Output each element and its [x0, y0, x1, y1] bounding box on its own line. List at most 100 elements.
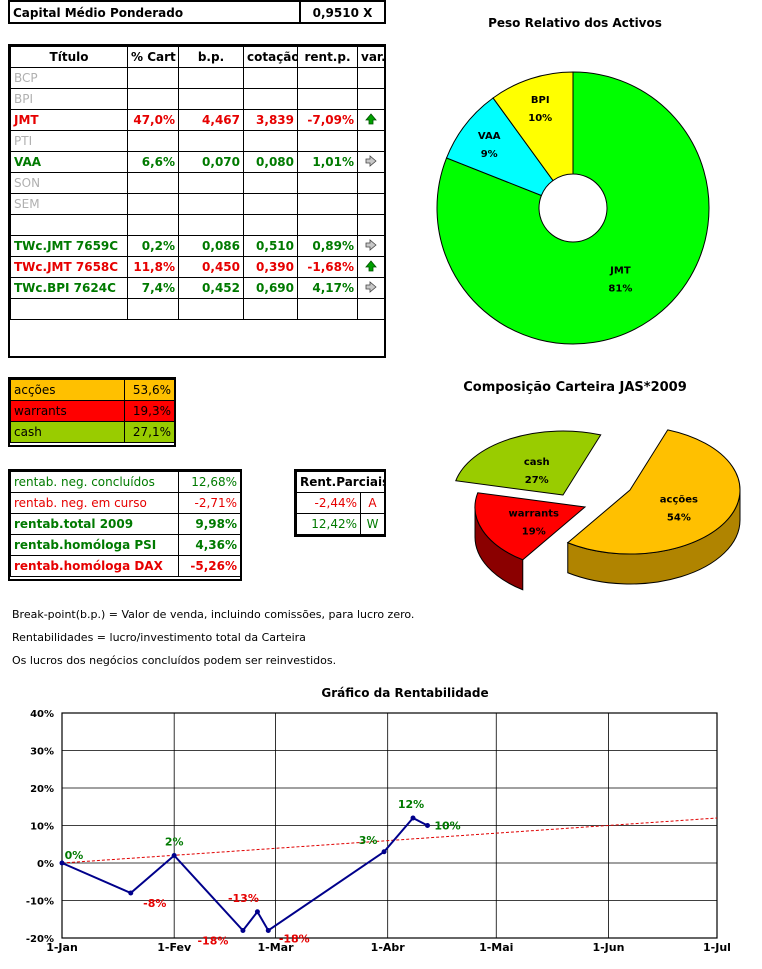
return-row: rentab. neg. em curso -2,71% [10, 492, 241, 514]
row-title: TWc.BPI 7624C [10, 277, 128, 299]
partial-row: 12,42% W [296, 513, 386, 535]
return: 4,17% [297, 277, 358, 299]
arrow-right-icon [365, 154, 377, 167]
return-label: rentab. neg. concluídos [10, 471, 179, 493]
table-row: BPI [10, 88, 385, 110]
row-title: TWc.JMT 7658C [10, 256, 128, 278]
quote [243, 193, 298, 215]
partial-header: Rent.Parciais [295, 471, 386, 493]
return [297, 67, 358, 89]
breakpoint: 0,070 [178, 151, 244, 173]
breakpoint: 0,452 [178, 277, 244, 299]
donut-slice-jmt [436, 71, 710, 345]
quote: 0,080 [243, 151, 298, 173]
return: 1,01% [297, 151, 358, 173]
quote: 3,839 [243, 109, 298, 131]
data-point [254, 909, 260, 915]
row-title: SEM [10, 193, 128, 215]
data-point [171, 853, 177, 858]
pct-cart: 0,2% [127, 235, 179, 257]
partial-value: 12,42% [296, 513, 361, 535]
returns-box: rentab. neg. concluídos 12,68% rentab. neg… [8, 469, 242, 581]
pie-slice-acções [566, 429, 741, 555]
quote [243, 298, 298, 320]
return: -1,68% [297, 256, 358, 278]
return-value: 12,68% [178, 471, 241, 493]
capital-box: Capital Médio Ponderado 0,9510 X [8, 0, 386, 24]
data-label: -8% [143, 897, 166, 910]
pct-cart [127, 193, 179, 215]
line-title: Gráfico da Rentabilidade [321, 686, 489, 700]
return [297, 214, 358, 236]
x-tick-label: 1-Mai [479, 941, 513, 954]
y-tick-label: 20% [30, 784, 54, 795]
note-reinvest: Os lucros dos negócios concluídos podem … [12, 654, 337, 667]
return-row: rentab.homóloga PSI 4,36% [10, 534, 241, 556]
return-value: -2,71% [178, 492, 241, 514]
column-header: cotação [243, 46, 298, 68]
pie1-title: Peso Relativo dos Activos [488, 16, 662, 30]
pct-cart: 7,4% [127, 277, 179, 299]
donut-label: JMT [609, 266, 631, 277]
var-cell [357, 298, 385, 320]
table-row [10, 298, 385, 320]
x-tick-label: 1-Jun [592, 941, 624, 954]
table-row: TWc.BPI 7624C 7,4% 0,452 0,690 4,17% [10, 277, 385, 299]
partial-returns-table: Rent.Parciais -2,44% A 12,42% W [295, 471, 386, 535]
column-header: Título [10, 46, 128, 68]
pie-label: acções [660, 495, 698, 506]
pct-cart [127, 172, 179, 194]
portfolio-composition-pie-chart: acções 54% warrants 19% cash 27% [455, 429, 741, 591]
row-title: SON [10, 172, 128, 194]
data-point [424, 823, 430, 828]
return-row: rentab.total 2009 9,98% [10, 513, 241, 535]
allocation-label: warrants [10, 400, 125, 422]
pct-cart [127, 67, 179, 89]
row-title: TWc.JMT 7659C [10, 235, 128, 257]
arrow-right-icon [357, 235, 385, 257]
breakpoint [178, 298, 244, 320]
table-row: JMT 47,0% 4,467 3,839 -7,09% [10, 109, 385, 131]
breakpoint [178, 67, 244, 89]
holdings-table-box: Título% Cart b.p. cotação rent.p. var. BCP BP… [8, 44, 386, 358]
y-tick-label: -10% [26, 897, 54, 908]
quote [243, 67, 298, 89]
x-tick-label: 1-Jul [703, 941, 731, 954]
column-header: rent.p. [297, 46, 358, 68]
pie-slice-warrants [474, 492, 587, 561]
var-cell [357, 67, 385, 89]
return [297, 130, 358, 152]
plot-area [61, 712, 718, 939]
allocation-label: cash [10, 421, 125, 443]
row-title: VAA [10, 151, 128, 173]
return [297, 172, 358, 194]
data-label: -18% [197, 935, 228, 948]
arrow-right-icon [365, 280, 377, 293]
x-tick-label: 1-Mar [258, 941, 295, 954]
quote [243, 214, 298, 236]
donut-value: 9% [481, 149, 498, 160]
y-tick-label: 0% [37, 859, 54, 870]
partial-returns-box: Rent.Parciais -2,44% A 12,42% W [294, 469, 386, 537]
x-tick-label: 1-Abr [371, 941, 406, 954]
donut-label: VAA [478, 131, 501, 142]
table-row: TWc.JMT 7658C 11,8% 0,450 0,390 -1,68% [10, 256, 385, 278]
row-title [10, 298, 128, 320]
allocation-table: acções 53,6% warrants 19,3% cash 27,1% [10, 379, 175, 443]
arrow-up-icon [365, 259, 377, 271]
data-label: 0% [65, 849, 84, 862]
pct-cart [127, 130, 179, 152]
data-label: 3% [359, 834, 378, 847]
donut-slice-bpi [492, 71, 574, 182]
row-title: BCP [10, 67, 128, 89]
holdings-table: Título% Cart b.p. cotação rent.p. var. BCP BP… [10, 46, 385, 320]
arrow-right-icon [357, 151, 385, 173]
capital-value: 0,9510 X [312, 6, 373, 20]
partial-tag: A [359, 492, 386, 514]
pct-cart: 6,6% [127, 151, 179, 173]
donut-value: 10% [528, 113, 552, 124]
relative-weight-donut-chart: JMT 81% VAA 9% BPI 10% [436, 71, 710, 345]
x-tick-label: 1-Fev [157, 941, 192, 954]
data-point [265, 928, 271, 933]
allocation-box: acções 53,6% warrants 19,3% cash 27,1% [8, 377, 176, 447]
